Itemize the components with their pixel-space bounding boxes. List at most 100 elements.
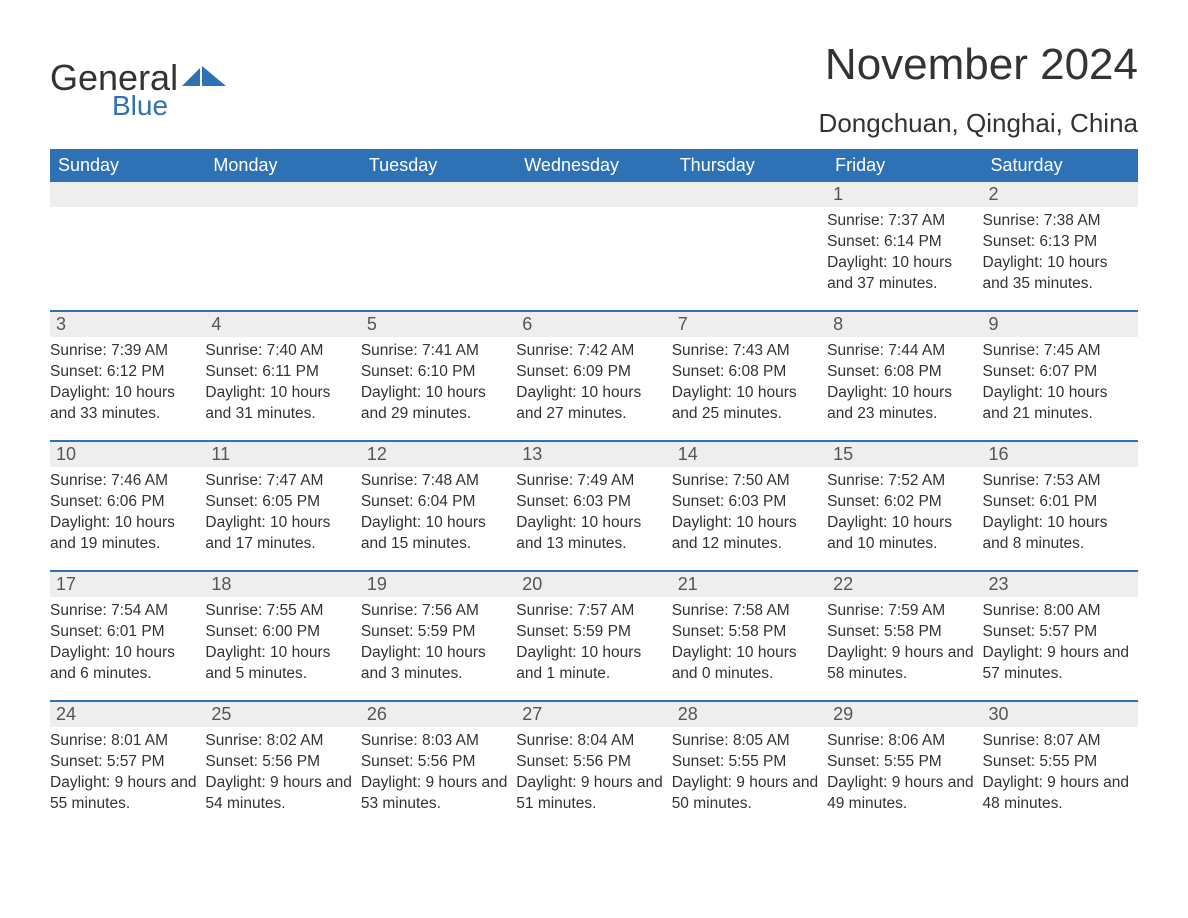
sunrise-text: Sunrise: 7:47 AM <box>205 471 354 492</box>
day-number: 7 <box>672 312 827 337</box>
sunrise-text: Sunrise: 8:03 AM <box>361 731 510 752</box>
day-content: Sunrise: 8:05 AMSunset: 5:55 PMDaylight:… <box>672 727 827 819</box>
daylight-text: Daylight: 9 hours and 55 minutes. <box>50 773 199 815</box>
sunset-text: Sunset: 6:05 PM <box>205 492 354 513</box>
day-cell: 23Sunrise: 8:00 AMSunset: 5:57 PMDayligh… <box>983 572 1138 690</box>
sunset-text: Sunset: 6:08 PM <box>827 362 976 383</box>
day-content: Sunrise: 7:49 AMSunset: 6:03 PMDaylight:… <box>516 467 671 559</box>
sunset-text: Sunset: 6:11 PM <box>205 362 354 383</box>
day-cell: 27Sunrise: 8:04 AMSunset: 5:56 PMDayligh… <box>516 702 671 820</box>
sunset-text: Sunset: 6:03 PM <box>672 492 821 513</box>
day-content: Sunrise: 7:47 AMSunset: 6:05 PMDaylight:… <box>205 467 360 559</box>
day-cell: 18Sunrise: 7:55 AMSunset: 6:00 PMDayligh… <box>205 572 360 690</box>
sunrise-text: Sunrise: 7:50 AM <box>672 471 821 492</box>
day-header: Saturday <box>983 149 1138 182</box>
day-number: 17 <box>50 572 205 597</box>
day-number: 4 <box>205 312 360 337</box>
sunrise-text: Sunrise: 7:56 AM <box>361 601 510 622</box>
sunrise-text: Sunrise: 7:39 AM <box>50 341 199 362</box>
daylight-text: Daylight: 10 hours and 15 minutes. <box>361 513 510 555</box>
day-content: Sunrise: 7:42 AMSunset: 6:09 PMDaylight:… <box>516 337 671 429</box>
daylight-text: Daylight: 10 hours and 31 minutes. <box>205 383 354 425</box>
day-cell: 16Sunrise: 7:53 AMSunset: 6:01 PMDayligh… <box>983 442 1138 560</box>
daylight-text: Daylight: 10 hours and 33 minutes. <box>50 383 199 425</box>
empty-day-strip <box>672 182 827 207</box>
sunset-text: Sunset: 5:56 PM <box>205 752 354 773</box>
sunset-text: Sunset: 5:56 PM <box>361 752 510 773</box>
day-cell: 30Sunrise: 8:07 AMSunset: 5:55 PMDayligh… <box>983 702 1138 820</box>
day-cell: 17Sunrise: 7:54 AMSunset: 6:01 PMDayligh… <box>50 572 205 690</box>
day-header: Tuesday <box>361 149 516 182</box>
daylight-text: Daylight: 10 hours and 3 minutes. <box>361 643 510 685</box>
day-content: Sunrise: 7:41 AMSunset: 6:10 PMDaylight:… <box>361 337 516 429</box>
day-number: 16 <box>983 442 1138 467</box>
day-cell: 28Sunrise: 8:05 AMSunset: 5:55 PMDayligh… <box>672 702 827 820</box>
week-row: 3Sunrise: 7:39 AMSunset: 6:12 PMDaylight… <box>50 310 1138 430</box>
day-cell: 7Sunrise: 7:43 AMSunset: 6:08 PMDaylight… <box>672 312 827 430</box>
day-content: Sunrise: 7:38 AMSunset: 6:13 PMDaylight:… <box>983 207 1138 299</box>
day-cell: 8Sunrise: 7:44 AMSunset: 6:08 PMDaylight… <box>827 312 982 430</box>
day-number: 24 <box>50 702 205 727</box>
daylight-text: Daylight: 10 hours and 0 minutes. <box>672 643 821 685</box>
day-cell: 13Sunrise: 7:49 AMSunset: 6:03 PMDayligh… <box>516 442 671 560</box>
sunset-text: Sunset: 6:03 PM <box>516 492 665 513</box>
week-row: 24Sunrise: 8:01 AMSunset: 5:57 PMDayligh… <box>50 700 1138 820</box>
daylight-text: Daylight: 10 hours and 21 minutes. <box>983 383 1132 425</box>
sunset-text: Sunset: 5:59 PM <box>361 622 510 643</box>
day-number: 18 <box>205 572 360 597</box>
sunset-text: Sunset: 6:04 PM <box>361 492 510 513</box>
daylight-text: Daylight: 10 hours and 5 minutes. <box>205 643 354 685</box>
sunset-text: Sunset: 6:10 PM <box>361 362 510 383</box>
day-number: 25 <box>205 702 360 727</box>
day-content: Sunrise: 8:02 AMSunset: 5:56 PMDaylight:… <box>205 727 360 819</box>
day-content: Sunrise: 7:53 AMSunset: 6:01 PMDaylight:… <box>983 467 1138 559</box>
daylight-text: Daylight: 10 hours and 19 minutes. <box>50 513 199 555</box>
day-number: 15 <box>827 442 982 467</box>
day-number: 2 <box>983 182 1138 207</box>
sunset-text: Sunset: 5:55 PM <box>983 752 1132 773</box>
sunset-text: Sunset: 6:12 PM <box>50 362 199 383</box>
empty-day-strip <box>516 182 671 207</box>
sunrise-text: Sunrise: 7:59 AM <box>827 601 976 622</box>
day-cell: 2Sunrise: 7:38 AMSunset: 6:13 PMDaylight… <box>983 182 1138 300</box>
daylight-text: Daylight: 9 hours and 54 minutes. <box>205 773 354 815</box>
day-cell <box>50 182 205 300</box>
daylight-text: Daylight: 10 hours and 13 minutes. <box>516 513 665 555</box>
sunset-text: Sunset: 6:07 PM <box>983 362 1132 383</box>
day-number: 23 <box>983 572 1138 597</box>
sunset-text: Sunset: 6:01 PM <box>983 492 1132 513</box>
day-content: Sunrise: 8:03 AMSunset: 5:56 PMDaylight:… <box>361 727 516 819</box>
day-cell: 21Sunrise: 7:58 AMSunset: 5:58 PMDayligh… <box>672 572 827 690</box>
day-number: 26 <box>361 702 516 727</box>
daylight-text: Daylight: 10 hours and 37 minutes. <box>827 253 976 295</box>
day-header: Wednesday <box>516 149 671 182</box>
daylight-text: Daylight: 10 hours and 35 minutes. <box>983 253 1132 295</box>
sunset-text: Sunset: 6:00 PM <box>205 622 354 643</box>
day-content: Sunrise: 7:58 AMSunset: 5:58 PMDaylight:… <box>672 597 827 689</box>
day-header: Friday <box>827 149 982 182</box>
sunset-text: Sunset: 6:06 PM <box>50 492 199 513</box>
day-content: Sunrise: 8:07 AMSunset: 5:55 PMDaylight:… <box>983 727 1138 819</box>
sunrise-text: Sunrise: 8:05 AM <box>672 731 821 752</box>
sunrise-text: Sunrise: 8:02 AM <box>205 731 354 752</box>
sunrise-text: Sunrise: 7:57 AM <box>516 601 665 622</box>
day-cell: 4Sunrise: 7:40 AMSunset: 6:11 PMDaylight… <box>205 312 360 430</box>
sunrise-text: Sunrise: 7:54 AM <box>50 601 199 622</box>
day-cell: 10Sunrise: 7:46 AMSunset: 6:06 PMDayligh… <box>50 442 205 560</box>
empty-day-strip <box>361 182 516 207</box>
daylight-text: Daylight: 9 hours and 49 minutes. <box>827 773 976 815</box>
daylight-text: Daylight: 9 hours and 48 minutes. <box>983 773 1132 815</box>
day-number: 8 <box>827 312 982 337</box>
daylight-text: Daylight: 10 hours and 8 minutes. <box>983 513 1132 555</box>
sunrise-text: Sunrise: 7:37 AM <box>827 211 976 232</box>
sunrise-text: Sunrise: 7:42 AM <box>516 341 665 362</box>
day-number: 12 <box>361 442 516 467</box>
day-content: Sunrise: 7:55 AMSunset: 6:00 PMDaylight:… <box>205 597 360 689</box>
sunset-text: Sunset: 5:58 PM <box>672 622 821 643</box>
day-content: Sunrise: 7:54 AMSunset: 6:01 PMDaylight:… <box>50 597 205 689</box>
daylight-text: Daylight: 10 hours and 25 minutes. <box>672 383 821 425</box>
day-cell <box>672 182 827 300</box>
day-number: 27 <box>516 702 671 727</box>
month-title: November 2024 <box>819 40 1138 90</box>
sunrise-text: Sunrise: 7:52 AM <box>827 471 976 492</box>
